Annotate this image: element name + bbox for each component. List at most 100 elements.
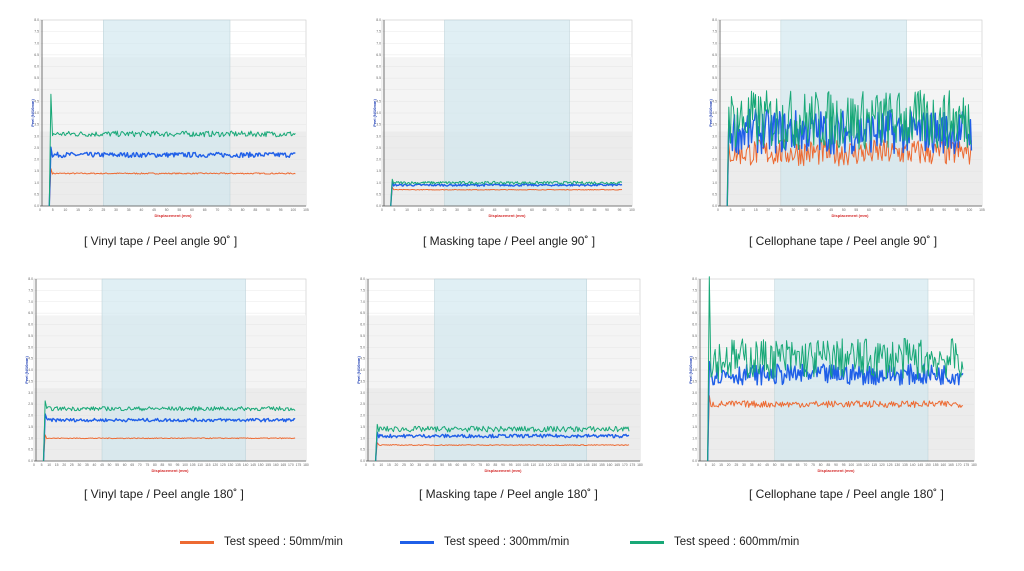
x-tick-label: 10: [47, 463, 51, 467]
y-tick-label: 2.5: [28, 402, 33, 406]
x-tick-label: 20: [727, 463, 731, 467]
y-tick-label: 6.5: [28, 311, 33, 315]
x-tick-label: 10: [63, 208, 67, 212]
y-tick-label: 7.0: [28, 300, 33, 304]
y-tick-label: 6.5: [376, 53, 381, 57]
x-tick-label: 105: [856, 463, 862, 467]
x-tick-label: 70: [215, 208, 219, 212]
series-line: [390, 178, 623, 207]
legend-label-50: Test speed : 50mm/min: [224, 536, 343, 548]
x-tick-label: 25: [70, 463, 74, 467]
x-tick-label: 0: [365, 463, 367, 467]
y-tick-label: 6.5: [712, 53, 717, 57]
y-tick-label: 4.5: [712, 99, 717, 103]
x-tick-label: 25: [101, 208, 105, 212]
y-tick-label: 5.5: [360, 334, 365, 338]
x-tick-label: 70: [803, 463, 807, 467]
x-tick-label: 55: [177, 208, 181, 212]
chart-svg: 0.0 0.5 1.0 1.5 2.0 2.5 3.0 3.5 4.0 4.5 5.0 5.5 6.0 6…: [24, 277, 309, 473]
x-tick-label: 35: [85, 463, 89, 467]
x-tick-label: 140: [576, 463, 582, 467]
y-tick-label: 2.0: [712, 158, 717, 162]
x-tick-label: 50: [505, 208, 509, 212]
y-tick-label: 5.0: [712, 88, 717, 92]
x-tick-label: 20: [766, 208, 770, 212]
x-axis-label: Displacement (mm): [155, 213, 193, 218]
y-tick-label: 6.0: [712, 65, 717, 69]
legend-swatch-600: [630, 540, 664, 544]
x-tick-label: 180: [971, 463, 977, 467]
x-tick-label: 110: [864, 463, 870, 467]
chart-svg: 0.0 0.5 1.0 1.5 2.0 2.5 3.0 3.5 4.0 4.5 5.0 5.5 6.0 6…: [30, 18, 309, 218]
x-tick-label: 170: [288, 463, 294, 467]
x-tick-label: 85: [930, 208, 934, 212]
chart-masking-180: 0.0 0.5 1.0 1.5 2.0 2.5 3.0 3.5 4.0 4.5 5.0 5.5 6.0 6…: [356, 277, 646, 475]
x-tick-label: 80: [819, 463, 823, 467]
x-tick-label: 25: [779, 208, 783, 212]
chart-masking-90: 0.0 0.5 1.0 1.5 2.0 2.5 3.0 3.5 4.0 4.5 5.0 5.5 6.0 6…: [372, 18, 638, 220]
x-tick-label: 160: [940, 463, 946, 467]
legend-item-300: Test speed : 300mm/min: [400, 532, 569, 552]
y-tick-label: 7.5: [34, 30, 39, 34]
x-tick-label: 5: [730, 208, 732, 212]
y-axis-label: Peel (N/10mm): [688, 356, 693, 384]
chart-vinyl-180: 0.0 0.5 1.0 1.5 2.0 2.5 3.0 3.5 4.0 4.5 5.0 5.5 6.0 6…: [24, 277, 312, 475]
y-tick-label: 7.5: [712, 30, 717, 34]
y-tick-label: 6.5: [360, 311, 365, 315]
x-tick-label: 135: [235, 463, 241, 467]
series-line: [707, 276, 964, 462]
x-tick-label: 105: [303, 208, 309, 212]
x-tick-label: 50: [165, 208, 169, 212]
x-tick-label: 60: [867, 208, 871, 212]
y-tick-label: 0.5: [34, 192, 39, 196]
x-tick-label: 150: [925, 463, 931, 467]
series-line: [707, 395, 964, 462]
x-tick-label: 120: [212, 463, 218, 467]
x-tick-label: 135: [569, 463, 575, 467]
y-tick-label: 5.5: [34, 76, 39, 80]
x-tick-label: 175: [296, 463, 302, 467]
x-tick-label: 95: [618, 208, 622, 212]
y-tick-label: 2.5: [692, 402, 697, 406]
x-tick-label: 55: [780, 463, 784, 467]
x-tick-label: 30: [114, 208, 118, 212]
y-tick-label: 7.5: [360, 288, 365, 292]
chart-svg: 0.0 0.5 1.0 1.5 2.0 2.5 3.0 3.5 4.0 4.5 5.0 5.5 6.0 6…: [372, 18, 635, 218]
y-tick-label: 3.0: [28, 391, 33, 395]
y-tick-label: 6.5: [34, 53, 39, 57]
x-tick-label: 35: [750, 463, 754, 467]
legend-label-300: Test speed : 300mm/min: [444, 536, 570, 548]
x-tick-label: 130: [561, 463, 567, 467]
shaded-region: [101, 278, 246, 462]
caption-vinyl-180: [ Vinyl tape / Peel angle 180˚ ]: [84, 487, 244, 501]
y-tick-label: 6.0: [34, 65, 39, 69]
x-tick-label: 100: [290, 208, 296, 212]
x-tick-label: 145: [917, 463, 923, 467]
x-tick-label: 100: [629, 208, 635, 212]
y-tick-label: 7.0: [692, 300, 697, 304]
x-tick-label: 15: [55, 463, 59, 467]
x-tick-label: 35: [127, 208, 131, 212]
x-tick-label: 75: [905, 208, 909, 212]
x-tick-label: 5: [373, 463, 375, 467]
x-tick-label: 35: [468, 208, 472, 212]
x-tick-label: 80: [486, 463, 490, 467]
chart-cellophane-90: 0.0 0.5 1.0 1.5 2.0 2.5 3.0 3.5 4.0 4.5 5.0 5.5 6.0 6…: [708, 18, 988, 220]
shaded-region: [444, 19, 570, 207]
shaded-region: [103, 19, 231, 207]
x-tick-label: 40: [139, 208, 143, 212]
x-tick-label: 20: [430, 208, 434, 212]
x-tick-label: 60: [123, 463, 127, 467]
y-tick-label: 3.5: [28, 379, 33, 383]
y-tick-label: 1.5: [34, 169, 39, 173]
series-line: [374, 431, 630, 462]
x-tick-label: 165: [280, 463, 286, 467]
x-tick-label: 0: [381, 208, 383, 212]
chart-svg: 0.0 0.5 1.0 1.5 2.0 2.5 3.0 3.5 4.0 4.5 5.0 5.5 6.0 6…: [688, 276, 977, 473]
y-tick-label: 4.5: [692, 357, 697, 361]
x-tick-label: 45: [765, 463, 769, 467]
y-tick-label: 7.5: [28, 288, 33, 292]
x-tick-label: 25: [734, 463, 738, 467]
y-tick-label: 4.5: [360, 357, 365, 361]
x-tick-label: 85: [161, 463, 165, 467]
